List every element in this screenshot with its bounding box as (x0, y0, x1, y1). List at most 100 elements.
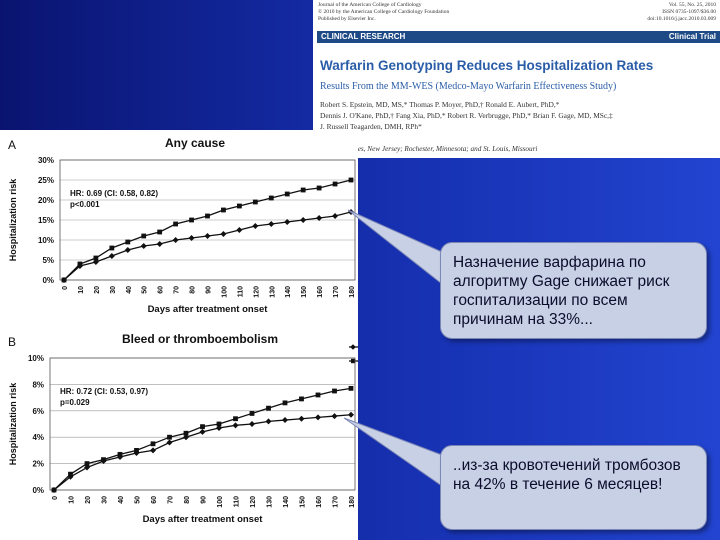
chart1-title: Bleed or thromboembolism (122, 332, 278, 346)
chart0-series-HC-point (221, 207, 226, 213)
chart0-series-IG-point (300, 217, 307, 223)
chart1-series-HC-point (150, 441, 156, 447)
chart1-hr-annotation: HR: 0.72 (CI: 0.53, 0.97) (60, 387, 148, 396)
chart0-series-IG-line (63, 211, 352, 281)
chart0-y-tick-label: 10% (38, 236, 54, 245)
chart0-y-tick-label: 25% (38, 176, 54, 185)
chart1-series-HC-point (117, 451, 123, 457)
chart0-x-tick-label: 100 (221, 286, 228, 298)
article-affiliations: Franklin Lakes, New Jersey; Rochester, M… (320, 145, 538, 153)
chart1-series-HC-point (332, 388, 337, 394)
chart0-series-HC-point (348, 177, 354, 183)
chart1-series-IG-point (150, 447, 156, 454)
chart0-series-IG-point (92, 259, 99, 265)
chart1-y-tick-label: 2% (32, 460, 44, 469)
chart1-series-IG-point (348, 411, 354, 418)
chart0-x-tick-label: 0 (62, 286, 69, 290)
chart1-y-axis-label: Hospitalization risk (8, 382, 18, 466)
chart1-series-HC-point (134, 448, 139, 453)
chart0-x-tick-label: 170 (333, 286, 340, 298)
chart0-title: Any cause (165, 136, 225, 150)
chart0-series-HC-point (109, 245, 115, 251)
chart1-y-tick-label: 10% (28, 354, 44, 363)
chart1-x-tick-label: 110 (234, 496, 241, 507)
chart1-series-HC-point (51, 487, 57, 493)
chart0-legend-marker (351, 358, 356, 364)
chart1-series-IG-point (166, 439, 173, 446)
chart0-series-HC-point (77, 261, 83, 267)
article-subtitle: Results From the MM-WES (Medco-Mayo Warf… (320, 81, 617, 92)
chart1-series-HC-point (216, 421, 222, 427)
chart0-x-tick-label: 80 (190, 286, 197, 294)
chart1-x-tick-label: 180 (349, 496, 356, 508)
chart0-series-HC-point (141, 233, 147, 239)
chart1-x-tick-label: 140 (283, 496, 290, 508)
chart1-y-tick-label: 0% (32, 486, 44, 495)
chart1-x-tick-label: 80 (184, 496, 191, 504)
chart1-x-axis-label: Days after treatment onset (143, 514, 264, 525)
figure-svg: A Any cause 0% 5% 10% 15% 20% 25% 30% 0 10 20 30 40 50… (8, 136, 358, 525)
chart0-series-HC-point (125, 239, 131, 245)
chart1-series-IG-point (232, 422, 239, 429)
chart0-series-HC-point (93, 255, 99, 261)
chart1-x-tick-label: 120 (250, 496, 257, 508)
callout-top: Назначение варфарина по алгоритму Gage с… (440, 242, 707, 339)
chart0-legend-marker (350, 344, 356, 350)
chart1-series-IG-point (199, 428, 206, 435)
chart0-x-tick-label: 180 (349, 286, 356, 298)
chart1-x-tick-label: 20 (85, 496, 92, 504)
chart0-x-tick-label: 20 (94, 286, 101, 294)
chart1-series-HC-point (84, 461, 90, 466)
section-left-label: CLINICAL RESEARCH (321, 32, 406, 41)
journal-article-header: Journal of the American College of Cardi… (313, 0, 720, 158)
chart0-y-tick-label: 15% (38, 216, 54, 225)
chart0-series-HC-point (157, 229, 163, 235)
chart1-plot-frame (49, 357, 356, 491)
chart1-series-HC-point (315, 392, 321, 398)
chart0-series-HC-point (61, 277, 67, 283)
chart0-series-IG-point (316, 215, 323, 221)
chart1-series-IG-point (216, 424, 222, 431)
chart0-series-HC-point (316, 185, 322, 191)
chart1-panel-label: B (8, 335, 16, 349)
chart1-x-tick-label: 60 (151, 496, 158, 504)
chart1-series-IG-point (331, 413, 338, 420)
chart1-x-tick-label: 90 (201, 496, 208, 504)
chart0-series-IG-point (268, 221, 275, 227)
chart0-series-HC-point (284, 191, 290, 197)
chart1-x-tick-label: 100 (217, 496, 224, 508)
chart0-series-HC-point (173, 221, 179, 227)
chart1-x-tick-label: 170 (333, 496, 340, 508)
chart0-series-IG-point (204, 233, 211, 239)
chart1-series-HC-point (266, 405, 271, 411)
chart1-series-HC-point (348, 385, 354, 391)
charts-panel: A Any cause 0% 5% 10% 15% 20% 25% 30% 0 10 20 30 40 50… (0, 130, 358, 540)
chart1-series-HC-point (282, 400, 288, 406)
section-right-label: Clinical Trial (668, 32, 716, 41)
journal-section-band: CLINICAL RESEARCH Clinical Trial (317, 31, 720, 43)
chart0-series-IG-point (348, 209, 354, 215)
article-title: Warfarin Genotyping Reduces Hospitalizat… (320, 58, 654, 73)
chart0-series-IG-point (236, 227, 243, 233)
chart0-series-IG-point (172, 237, 179, 243)
callout-bottom: ..из-за кровотечений тромбозов на 42% в … (440, 445, 707, 530)
article-authors: Robert S. Epstein, MD, MS,* Thomas P. Mo… (320, 100, 613, 131)
chart1-series-IG-point (315, 414, 321, 421)
chart0-panel-label: A (8, 138, 16, 152)
chart0-series-IG-point (332, 213, 339, 219)
chart1-series-HC-point (101, 457, 106, 463)
chart1-x-tick-label: 40 (118, 496, 125, 504)
chart0-series-HC-point (189, 217, 194, 223)
chart0-series-IG-point (220, 231, 227, 237)
chart0-series-IG-point (140, 243, 147, 249)
chart0-y-tick-label: 0% (42, 276, 54, 285)
chart0-series-IG-point (108, 253, 115, 259)
chart1-x-tick-label: 150 (300, 496, 307, 508)
chart0-x-tick-label: 10 (78, 286, 85, 294)
chart1-y-tick-label: 4% (32, 433, 44, 442)
chart0-series-IG-point (188, 235, 195, 241)
chart1-series-IG-point (298, 415, 305, 422)
chart1-hr-annotation: p=0.029 (60, 398, 90, 407)
chart1-series-HC-point (68, 471, 73, 477)
chart0-series-HC-point (252, 199, 258, 205)
